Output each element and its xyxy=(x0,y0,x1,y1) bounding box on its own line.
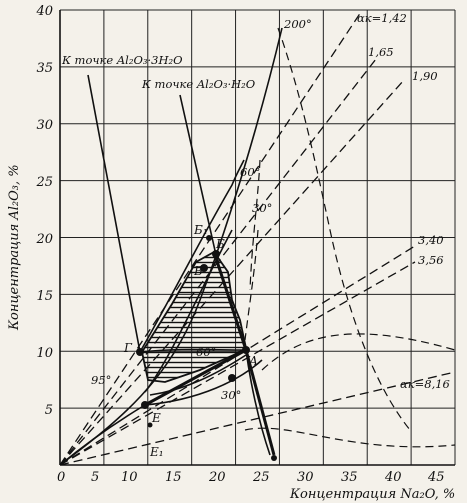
y-tick: 25 xyxy=(35,175,53,190)
curve-60 xyxy=(139,159,245,353)
x-axis-title: Концентрация Na₂O, % xyxy=(289,487,455,502)
x-tick: 25 xyxy=(252,470,270,485)
isotherm-low xyxy=(244,427,455,448)
y-tick: 30 xyxy=(36,118,53,133)
temperature-label: 30° xyxy=(221,388,241,402)
x-tick: 20 xyxy=(208,470,226,485)
ratio-line-1-90 xyxy=(60,79,405,465)
y-axis-title: Концентрация Al₂O₃, % xyxy=(7,164,22,331)
line-to-hydrate-1 xyxy=(179,94,217,256)
ratio-line-3-56 xyxy=(60,261,416,465)
x-tick: 10 xyxy=(121,470,138,485)
line-to-hydrate-3 xyxy=(87,74,141,353)
annotation-hydrate-1: К точке Al₂O₃·H₂O xyxy=(141,77,256,91)
x-tick: 45 xyxy=(427,470,445,485)
ratio-label: αк=8,16 xyxy=(400,377,450,391)
temperature-label: 60° xyxy=(196,345,216,359)
isotherm-200-b xyxy=(261,333,455,371)
point-label: Г xyxy=(123,341,133,355)
points xyxy=(136,235,277,461)
point-g xyxy=(136,348,144,356)
y-tick: 40 xyxy=(35,4,53,19)
x-tick: 5 xyxy=(91,470,99,485)
ratio-label: 3,40 xyxy=(418,233,444,247)
x-tick: 30 xyxy=(297,470,314,485)
point-30 xyxy=(228,374,236,382)
point-label: Б₁ xyxy=(193,223,208,237)
y-tick: 20 xyxy=(35,232,53,247)
point-bottom xyxy=(271,455,277,461)
x-tick: 0 xyxy=(57,470,65,485)
temperature-label: 95° xyxy=(91,373,111,387)
ratio-line-8-16 xyxy=(60,371,455,465)
ratio-label: 1,90 xyxy=(412,69,438,83)
point-e1 xyxy=(147,422,153,428)
annotation-hydrate-3: К точке Al₂O₃·3H₂O xyxy=(61,53,183,67)
ratio-label: 3,56 xyxy=(418,253,444,267)
point-v xyxy=(200,264,208,272)
x-tick: 35 xyxy=(341,470,358,485)
y-tick: 35 xyxy=(36,61,53,76)
y-tick-labels: 5 10 15 20 25 30 35 40 xyxy=(35,4,53,418)
x-tick: 15 xyxy=(165,470,182,485)
point-label: В xyxy=(193,264,203,278)
hatched-region xyxy=(141,250,248,383)
isotherm-60-upper xyxy=(249,159,261,291)
isotherm-200 xyxy=(277,27,411,431)
curve-200 xyxy=(60,27,283,465)
temperature-label: 200° xyxy=(283,17,312,31)
y-tick: 15 xyxy=(36,289,53,304)
solubility-curves xyxy=(60,27,283,465)
ratio-label: αк=1,42 xyxy=(357,11,407,25)
curve-30-lower xyxy=(149,354,247,396)
point-b1 xyxy=(206,235,212,241)
point-label: А xyxy=(248,354,258,368)
temperature-label: 30° xyxy=(252,201,272,215)
point-a xyxy=(242,346,250,354)
isotherm-30-upper xyxy=(244,229,259,341)
point-e xyxy=(141,401,149,409)
point-label: Б xyxy=(215,237,225,251)
y-tick: 10 xyxy=(36,346,53,361)
x-tick-labels: 0 5 10 15 20 25 30 35 40 45 xyxy=(57,470,445,485)
curve-95 xyxy=(60,404,146,465)
bold-lines xyxy=(144,251,276,456)
temperature-label: 60° xyxy=(240,165,260,179)
y-tick: 5 xyxy=(45,403,53,418)
x-tick: 40 xyxy=(384,470,402,485)
axes xyxy=(59,10,455,466)
point-label: Е₁ xyxy=(149,445,164,459)
point-b xyxy=(212,250,220,258)
point-label: Е xyxy=(151,411,161,425)
ratio-label: 1,65 xyxy=(368,45,394,59)
lower-curve-e xyxy=(144,359,263,406)
